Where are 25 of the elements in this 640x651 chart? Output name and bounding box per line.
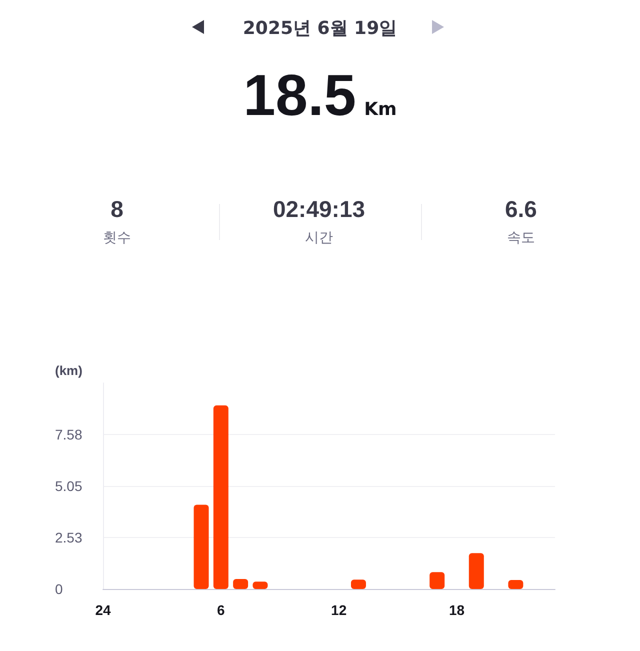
text: 8 bbox=[110, 196, 124, 223]
text: 시간 bbox=[304, 229, 334, 247]
y-tick-label: 2.53 bbox=[55, 529, 82, 546]
bar bbox=[508, 580, 524, 589]
x-tick-label: 24 bbox=[95, 602, 111, 618]
x-tick-label: 18 bbox=[448, 602, 465, 618]
bar bbox=[233, 579, 248, 589]
bar bbox=[430, 572, 445, 589]
bar bbox=[468, 553, 484, 589]
bar bbox=[350, 580, 366, 589]
text: Km bbox=[364, 99, 397, 120]
x-tick-label: 12 bbox=[331, 602, 347, 618]
y-tick-label: 5.05 bbox=[55, 478, 82, 494]
bar bbox=[194, 504, 209, 589]
y-tick-label: 0 bbox=[55, 581, 63, 597]
text: 02:49:13 bbox=[272, 196, 366, 223]
text: 6.6 bbox=[504, 196, 538, 223]
text: 속도 bbox=[506, 229, 536, 247]
x-tick-label: 6 bbox=[217, 602, 226, 618]
bar bbox=[213, 405, 228, 589]
y-axis-title: (km) bbox=[55, 363, 82, 378]
y-tick-label: 7.58 bbox=[55, 426, 82, 442]
text: 횟수 bbox=[102, 229, 132, 247]
text: 18.5 bbox=[243, 63, 356, 128]
chart-title: 2025년 6월 19일 bbox=[242, 17, 398, 40]
